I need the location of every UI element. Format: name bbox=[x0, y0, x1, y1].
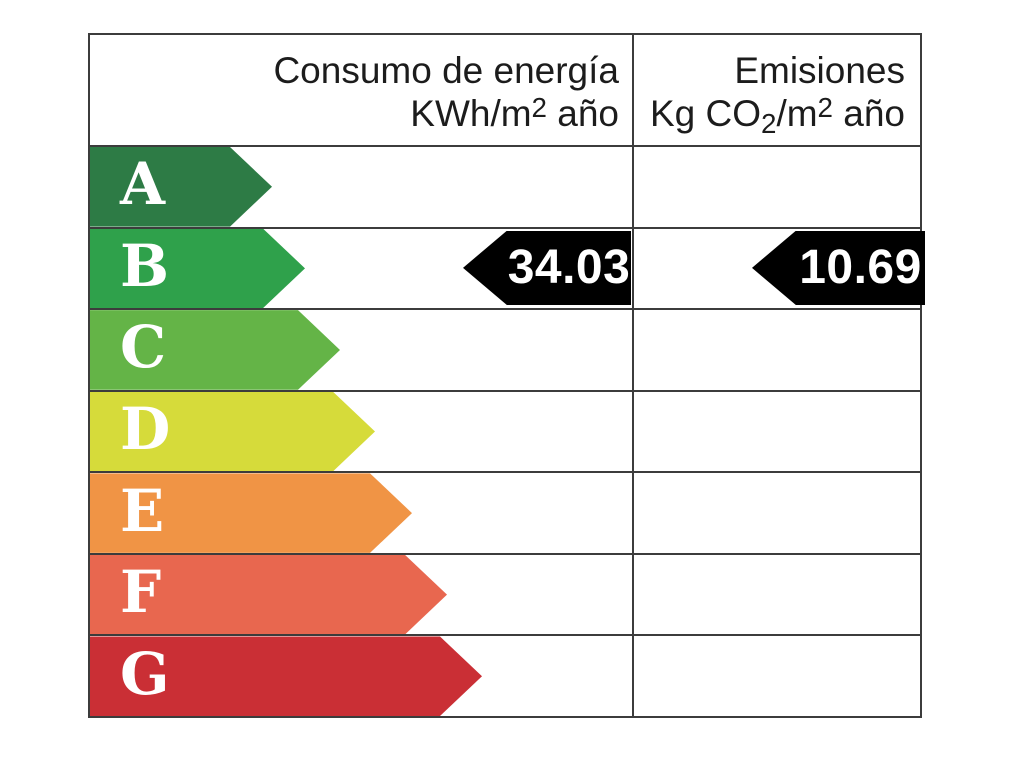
rating-row-a: A bbox=[90, 147, 920, 229]
rating-arrow-a: A bbox=[90, 147, 272, 227]
consumption-header-line2: KWh/m2 año bbox=[410, 91, 619, 134]
rating-letter-f: F bbox=[120, 558, 162, 627]
rating-arrow-g: G bbox=[90, 636, 482, 716]
emissions-header-line1: Emisiones bbox=[734, 49, 905, 91]
consumption-value: 34.03 bbox=[507, 241, 631, 295]
consumption-header-line1: Consumo de energía bbox=[273, 49, 619, 91]
rating-letter-d: D bbox=[120, 395, 171, 464]
emissions-value-indicator: 10.69 bbox=[752, 230, 925, 306]
emissions-header: Emisiones Kg CO2/m2 año bbox=[634, 35, 920, 145]
emissions-header-line2: Kg CO2/m2 año bbox=[649, 91, 905, 139]
rating-row-g: G bbox=[90, 636, 920, 716]
consumption-header: Consumo de energía KWh/m2 año bbox=[90, 35, 634, 145]
rating-row-f: F bbox=[90, 555, 920, 637]
rating-arrow-d: D bbox=[90, 392, 375, 472]
rating-letter-c: C bbox=[120, 313, 167, 382]
rating-arrow-b: B bbox=[90, 229, 305, 309]
rating-letter-b: B bbox=[120, 231, 170, 300]
table-header: Consumo de energía KWh/m2 año Emisiones … bbox=[90, 35, 920, 147]
emissions-value: 10.69 bbox=[799, 241, 922, 295]
consumption-value-indicator: 34.03 bbox=[463, 230, 631, 306]
energy-rating-table: Consumo de energía KWh/m2 año Emisiones … bbox=[88, 33, 925, 718]
rating-letter-a: A bbox=[120, 150, 166, 219]
rating-row-b: B 34.03 10.69 bbox=[90, 229, 925, 311]
column-divider bbox=[632, 35, 634, 716]
rating-row-c: C bbox=[90, 310, 920, 392]
rating-arrow-c: C bbox=[90, 310, 340, 390]
rating-row-e: E bbox=[90, 473, 920, 555]
rating-letter-g: G bbox=[120, 639, 170, 708]
rating-arrow-f: F bbox=[90, 555, 447, 635]
rating-row-d: D bbox=[90, 392, 920, 474]
rating-rows: A B 34.03 10.69 C D E bbox=[90, 147, 925, 716]
rating-arrow-e: E bbox=[90, 473, 412, 553]
rating-letter-e: E bbox=[120, 476, 165, 545]
